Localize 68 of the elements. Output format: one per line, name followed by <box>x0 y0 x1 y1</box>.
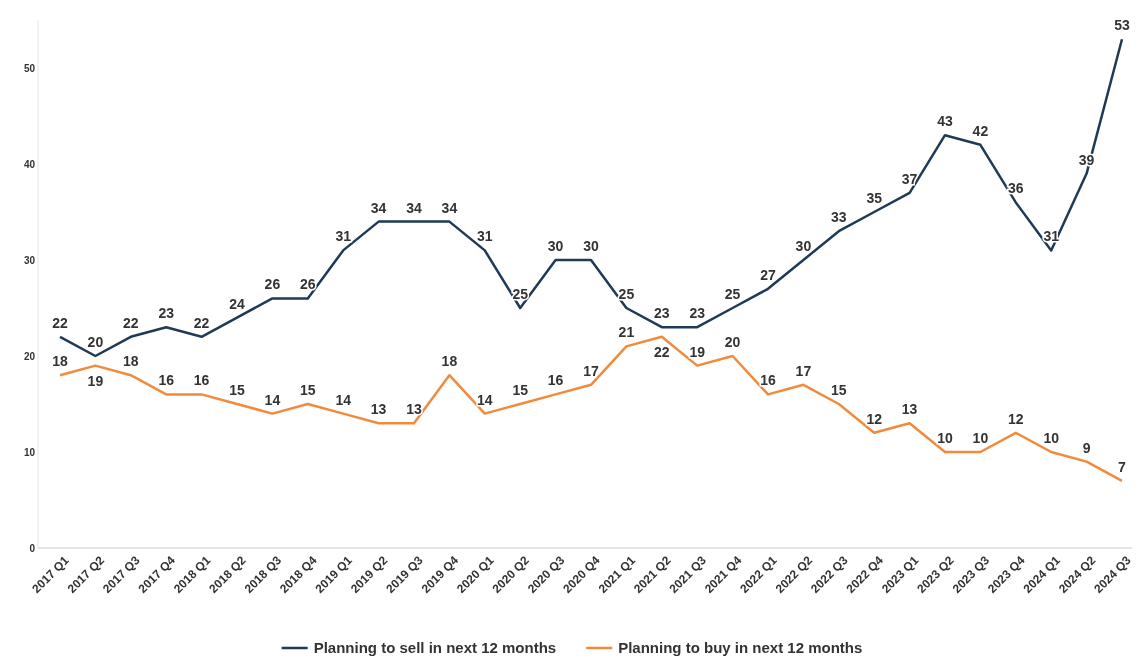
data-label: 20 <box>724 334 741 350</box>
data-label: 15 <box>300 382 316 398</box>
data-label: 33 <box>831 209 847 226</box>
data-label: 18 <box>123 353 139 370</box>
data-label: 22 <box>123 314 139 331</box>
data-label: 31 <box>335 228 352 245</box>
data-label: 25 <box>724 286 741 302</box>
data-label: 10 <box>937 430 953 446</box>
data-label: 20 <box>87 334 104 350</box>
data-label: 30 <box>795 238 812 254</box>
data-label: 35 <box>866 190 883 206</box>
y-tick-label: 10 <box>23 446 36 458</box>
data-label: 24 <box>229 295 245 312</box>
data-label: 10 <box>1043 430 1060 446</box>
data-label: 14 <box>264 391 281 408</box>
data-label: 25 <box>618 286 635 302</box>
data-label: 16 <box>158 372 175 389</box>
data-label: 23 <box>654 305 670 322</box>
y-tick-label: 20 <box>23 350 36 362</box>
data-label: 23 <box>158 305 175 322</box>
data-label: 18 <box>441 353 458 370</box>
data-label: 34 <box>406 199 422 216</box>
data-label: 7 <box>1118 458 1127 475</box>
legend-label: Planning to sell in next 12 months <box>313 639 557 656</box>
data-label: 36 <box>1008 180 1024 197</box>
data-label: 13 <box>406 401 422 418</box>
data-label: 19 <box>87 372 104 389</box>
data-label: 22 <box>193 314 210 331</box>
data-label: 15 <box>831 382 847 398</box>
data-label: 13 <box>370 401 387 418</box>
data-label: 25 <box>512 286 529 302</box>
y-tick-label: 30 <box>23 254 36 266</box>
data-label: 10 <box>972 430 989 446</box>
data-label: 13 <box>901 401 918 418</box>
data-label: 26 <box>300 276 316 293</box>
data-label: 26 <box>264 276 281 293</box>
data-label: 27 <box>760 266 776 283</box>
data-label: 34 <box>441 199 458 216</box>
data-label: 53 <box>1114 17 1130 34</box>
data-label: 15 <box>229 382 245 398</box>
data-label: 14 <box>477 391 493 408</box>
data-label: 16 <box>760 372 776 389</box>
y-tick-label: 0 <box>29 542 36 554</box>
data-label: 21 <box>618 324 635 341</box>
data-label: 12 <box>1008 410 1024 427</box>
data-label: 34 <box>370 199 387 216</box>
data-label: 18 <box>52 353 68 370</box>
data-label: 19 <box>689 343 706 360</box>
data-label: 17 <box>795 362 812 379</box>
data-label: 31 <box>477 228 493 245</box>
data-label: 43 <box>937 113 953 130</box>
data-label: 37 <box>901 170 918 187</box>
data-label: 42 <box>972 122 989 139</box>
data-label: 12 <box>866 410 883 427</box>
data-label: 22 <box>52 314 68 331</box>
data-label: 9 <box>1082 439 1091 456</box>
data-label: 30 <box>583 238 599 254</box>
data-label: 16 <box>547 372 564 389</box>
data-label: 15 <box>512 382 529 398</box>
data-label: 30 <box>547 238 564 254</box>
y-tick-label: 40 <box>23 158 36 170</box>
y-tick-label: 50 <box>23 62 36 74</box>
data-label: 22 <box>654 343 670 360</box>
legend-label: Planning to buy in next 12 months <box>618 639 863 656</box>
data-label: 23 <box>689 305 706 322</box>
data-label: 14 <box>335 391 352 408</box>
data-label: 16 <box>193 372 210 389</box>
data-label: 17 <box>583 362 599 379</box>
